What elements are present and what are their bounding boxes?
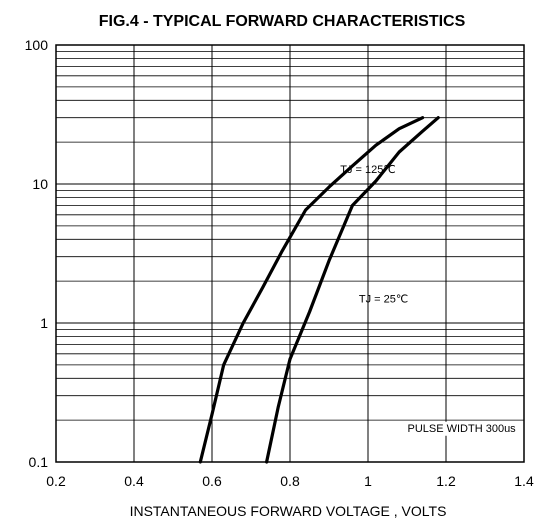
- x-tick-label: 1.2: [436, 473, 456, 489]
- y-tick-label: 0.1: [29, 454, 49, 470]
- y-tick-label: 10: [32, 176, 48, 192]
- series-line-tj-125: [198, 116, 425, 464]
- x-tick-label: 1.4: [514, 473, 534, 489]
- plot-frame: [55, 44, 525, 463]
- pulse-width-note: PULSE WIDTH 300us: [407, 423, 516, 435]
- y-tick-label: 1: [40, 315, 48, 331]
- y-tick-label: 100: [25, 37, 49, 53]
- pulse-width-note-bg: [405, 421, 519, 436]
- curves: [198, 116, 440, 464]
- y-tick-labels: 0.1 1 10 100: [25, 37, 49, 470]
- x-tick-labels: 0.2 0.4 0.6 0.8 1 1.2 1.4: [46, 473, 534, 489]
- x-tick-label: 0.4: [124, 473, 144, 489]
- x-axis-label: INSTANTANEOUS FORWARD VOLTAGE , VOLTS: [130, 503, 447, 519]
- plot-border: [55, 44, 525, 463]
- x-tick-label: 0.6: [202, 473, 222, 489]
- series-annotation: TJ = 25℃: [359, 294, 408, 306]
- series-annotation: TJ = 125℃: [340, 164, 395, 176]
- x-tick-label: 0.2: [46, 473, 66, 489]
- grid: [55, 45, 525, 462]
- x-tick-label: 0.8: [280, 473, 300, 489]
- chart-title: FIG.4 - TYPICAL FORWARD CHARACTERISTICS: [99, 13, 466, 30]
- x-tick-label: 1: [364, 473, 372, 489]
- annotations: TJ = 125℃ TJ = 25℃ PULSE WIDTH 300us: [340, 164, 519, 436]
- series-line-tj-25: [265, 116, 440, 464]
